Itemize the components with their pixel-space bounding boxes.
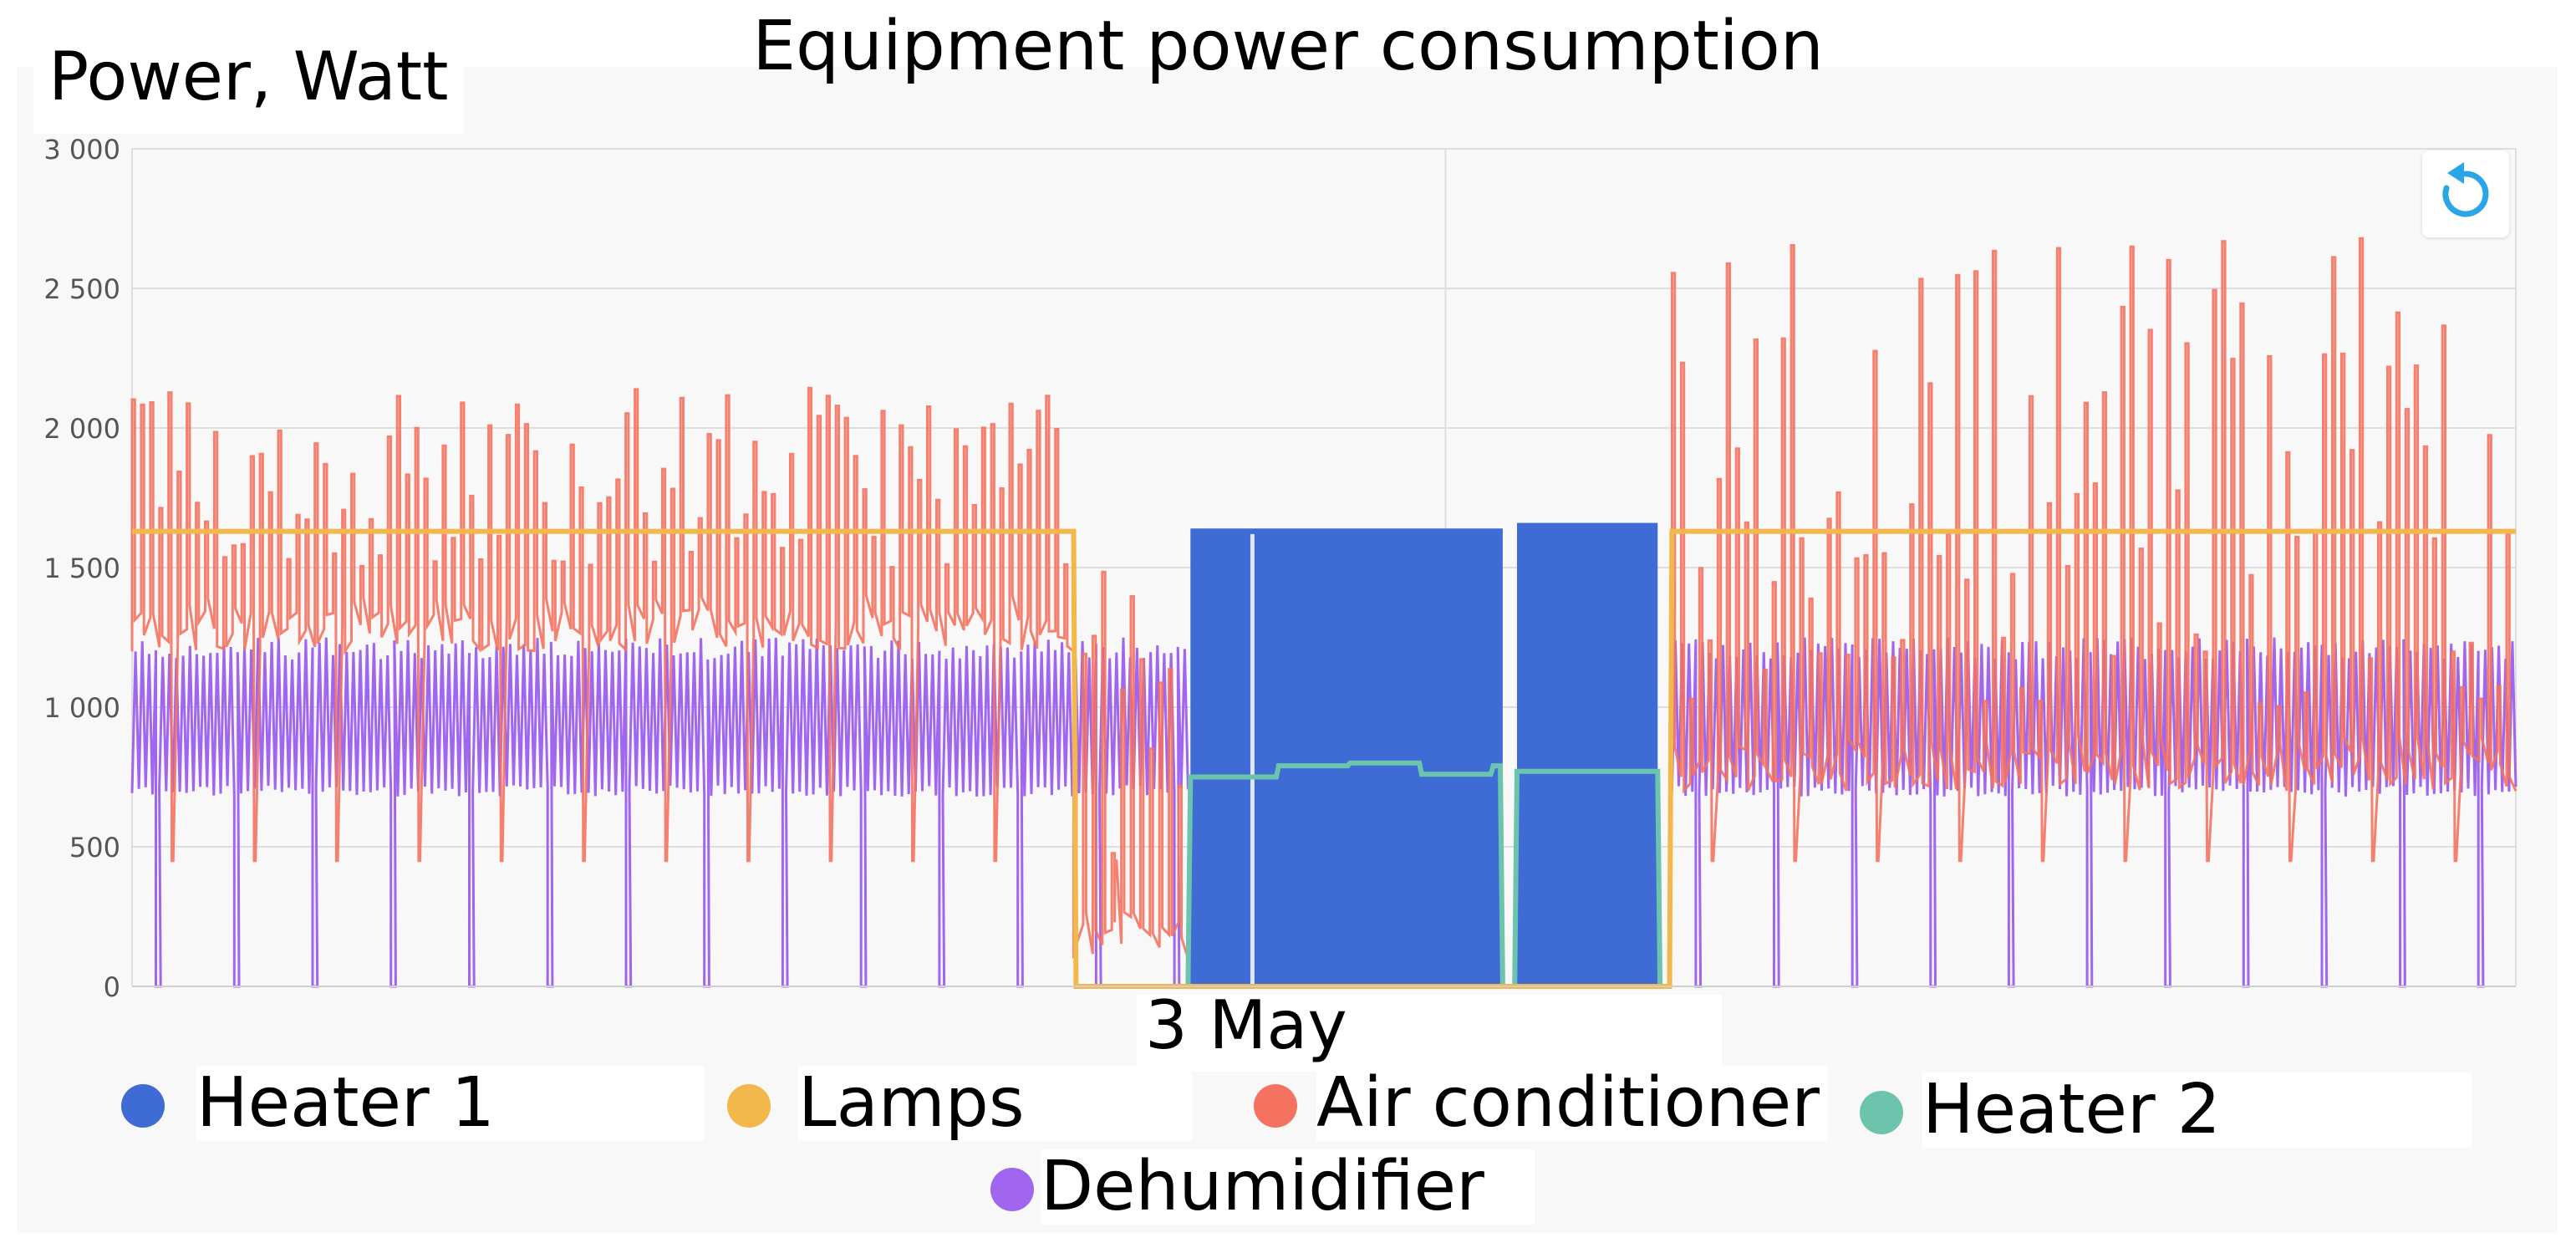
legend-marker-heater-1 — [121, 1084, 165, 1128]
y-tick-label: 3 000 — [43, 134, 120, 166]
legend-marker-lamps — [727, 1084, 771, 1128]
legend-marker-heater-2 — [1860, 1091, 1903, 1134]
chart-title: Equipment power consumption — [752, 7, 1824, 86]
x-axis-tick-label: 3 May — [1145, 986, 1347, 1064]
legend-marker-air-conditioner — [1254, 1084, 1297, 1128]
y-tick-label: 2 000 — [43, 413, 120, 445]
y-tick-label: 1 500 — [43, 553, 120, 584]
x-axis-label-background — [1137, 995, 1722, 1072]
legend-label-dehumidifier: Dehumidifier — [1041, 1149, 1535, 1225]
y-axis-label: Power, Watt — [48, 38, 449, 115]
y-tick-label: 0 — [104, 971, 120, 1003]
y-axis-label-background — [33, 33, 464, 134]
legend-label-heater-2: Heater 2 — [1922, 1072, 2472, 1148]
legend-label-air-conditioner: Air conditioner — [1316, 1066, 1828, 1141]
series-line-dehumidifier — [130, 637, 1189, 988]
series-line-air-conditioner — [130, 386, 1075, 863]
series-area-heater-1 — [1190, 528, 1503, 986]
legend-marker-dehumidifier — [990, 1168, 1034, 1211]
y-tick-label: 2 500 — [43, 273, 120, 305]
series-line-air-conditioner — [1670, 237, 2517, 863]
reset-zoom-icon — [2442, 162, 2489, 217]
reset-zoom-button[interactable] — [2422, 150, 2509, 237]
legend-label-heater-1: Heater 1 — [196, 1066, 704, 1141]
y-tick-label: 500 — [69, 832, 120, 863]
series-line-air-conditioner — [1072, 570, 1189, 960]
series-line-heater-2 — [1185, 760, 1663, 989]
series-area-heater-1 — [1517, 522, 1658, 986]
legend-label-lamps: Lamps — [798, 1066, 1192, 1141]
y-tick-label: 1 000 — [43, 692, 120, 724]
